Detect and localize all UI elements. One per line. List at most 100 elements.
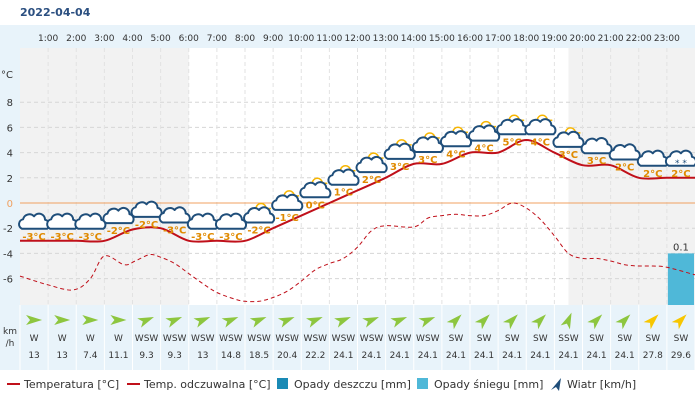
- temperature-label: 3°C: [559, 150, 578, 161]
- hour-label: 11:00: [316, 34, 342, 44]
- wind-direction-label: SW: [674, 334, 689, 344]
- wind-arrow-icon: [82, 315, 99, 325]
- wind-speed-label: 18.5: [249, 351, 269, 361]
- hour-label: 1:00: [38, 34, 58, 44]
- wind-direction-label: SW: [646, 334, 661, 344]
- wind-speed-label: 24.1: [333, 351, 353, 361]
- hour-label: 13:00: [373, 34, 399, 44]
- wind-arrow-shape: [560, 312, 572, 330]
- hour-label: 22:00: [626, 34, 652, 44]
- wind-arrow-shape: [334, 317, 351, 328]
- wind-direction-label: WSW: [360, 334, 384, 344]
- wind-direction-label: WSW: [388, 334, 412, 344]
- wind-speed-label: 24.1: [558, 351, 578, 361]
- wind-arrow-shape: [82, 315, 99, 325]
- wind-arrow-icon: [418, 317, 436, 328]
- hour-label: 8:00: [235, 34, 255, 44]
- wind-arrow-shape: [306, 317, 323, 328]
- y-tick-label: -6: [3, 275, 13, 286]
- temperature-label: -2°C: [107, 226, 130, 237]
- temperature-label: -3°C: [79, 232, 102, 243]
- legend-temperature-label: Temperatura [°C]: [23, 378, 119, 391]
- hour-label: 7:00: [207, 34, 227, 44]
- wind-speed-label: 24.1: [530, 351, 550, 361]
- wind-speed-label: 7.4: [83, 351, 98, 361]
- wind-direction-label: W: [86, 334, 95, 344]
- wind-direction-label: W: [58, 334, 67, 344]
- wind-speed-label: 20.4: [277, 351, 297, 361]
- wind-direction-label: SW: [505, 334, 520, 344]
- wind-arrow-shape: [221, 317, 239, 328]
- hour-label: 5:00: [151, 34, 171, 44]
- wind-arrow-icon: [615, 314, 631, 330]
- hour-label: 23:00: [654, 34, 680, 44]
- wind-speed-label: 24.1: [502, 351, 522, 361]
- wind-unit-label: km: [3, 327, 17, 337]
- hour-label: 19:00: [541, 34, 567, 44]
- wind-arrow-icon: [643, 314, 659, 330]
- hour-label: 6:00: [179, 34, 199, 44]
- hour-label: 10:00: [288, 34, 314, 44]
- wind-arrow-shape: [390, 317, 408, 328]
- wind-direction-label: WSW: [332, 334, 356, 344]
- wind-speed-label: 24.1: [362, 351, 382, 361]
- y-tick-label: 0: [7, 199, 13, 210]
- wind-arrow-icon: [502, 314, 518, 330]
- wind-direction-label: SW: [589, 334, 604, 344]
- wind-direction-label: W: [30, 334, 39, 344]
- wind-arrow-icon: [54, 315, 71, 325]
- wind-arrow-icon: [249, 317, 267, 328]
- wind-speed-label: 24.1: [390, 351, 410, 361]
- wind-direction-label: WSW: [304, 334, 328, 344]
- wind-direction-label: WSW: [416, 334, 440, 344]
- temperature-label: 3°C: [587, 156, 606, 167]
- y-tick-label: -4: [3, 249, 13, 260]
- y-unit-label: °C: [1, 70, 13, 81]
- hour-header-band: [20, 25, 695, 48]
- sun-cloud-icon: [524, 118, 557, 136]
- temperature-label: 4°C: [446, 149, 465, 160]
- temperature-label: -3°C: [163, 226, 186, 237]
- hour-label: 3:00: [94, 34, 114, 44]
- legend-rain-label: Opady deszczu [mm]: [294, 378, 411, 391]
- wind-arrow-icon: [362, 317, 379, 328]
- wind-direction-label: SW: [617, 334, 632, 344]
- temperature-label: 2°C: [671, 169, 690, 180]
- hour-label: 21:00: [598, 34, 624, 44]
- wind-arrow-shape: [446, 314, 462, 330]
- wind-arrow-icon: [137, 317, 154, 328]
- snowflake-icon: *.*: [675, 159, 687, 169]
- wind-arrow-shape: [418, 317, 436, 328]
- snow-cloud-icon: [664, 149, 695, 167]
- cloud-icon: [130, 200, 163, 218]
- wind-arrow-shape: [26, 315, 43, 325]
- hour-label: 4:00: [122, 34, 142, 44]
- temperature-label: 5°C: [503, 137, 522, 148]
- wind-speed-label: 27.8: [643, 351, 663, 361]
- hour-label: 2:00: [66, 34, 86, 44]
- precip-value-label: 0.1: [673, 242, 689, 253]
- temperature-label: 4°C: [474, 144, 493, 155]
- y-tick-label: 4: [7, 149, 13, 160]
- temperature-label: -2°C: [135, 220, 158, 231]
- wind-arrow-shape: [615, 314, 631, 330]
- temperature-label: -3°C: [22, 232, 45, 243]
- sun-cloud-icon: [355, 155, 388, 174]
- temperature-series-line: [19, 138, 695, 243]
- temperature-label: 1°C: [334, 188, 353, 199]
- wind-direction-label: W: [114, 334, 123, 344]
- wind-speed-label: 9.3: [139, 351, 153, 361]
- wind-arrow-shape: [277, 317, 295, 328]
- wind-arrow-icon: [306, 317, 323, 328]
- temperature-label: 3°C: [390, 162, 409, 173]
- hour-label: 9:00: [263, 34, 283, 44]
- wind-arrow-icon: [671, 314, 687, 330]
- wind-arrow-icon: [446, 314, 462, 330]
- wind-speed-label: 29.6: [671, 351, 691, 361]
- hour-label: 18:00: [513, 34, 539, 44]
- sun-cloud-icon: [383, 142, 416, 160]
- y-axis-band: [0, 25, 20, 370]
- y-tick-label: 2: [7, 174, 13, 185]
- hour-label: 14:00: [401, 34, 427, 44]
